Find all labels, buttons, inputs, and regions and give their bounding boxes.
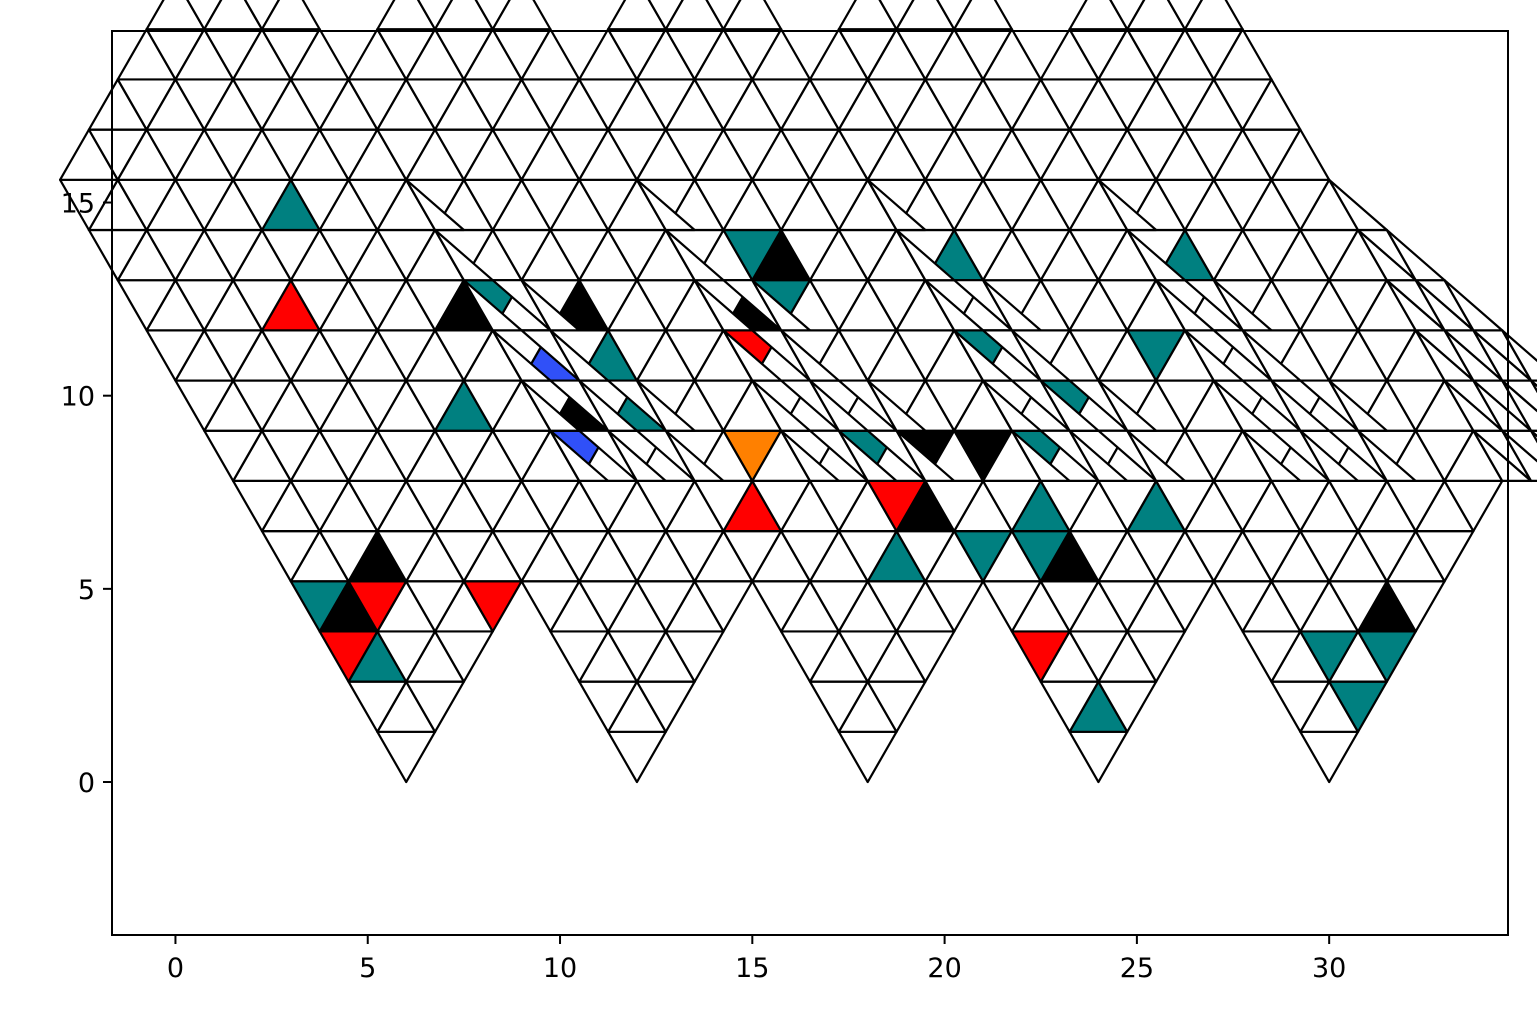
lattice-cell-up [1270, 379, 1331, 432]
lattice-cell-up [1183, 0, 1244, 31]
lattice-cell-up [751, 279, 812, 332]
lattice-cell-up [722, 329, 783, 382]
lattice-cell-up [1443, 279, 1504, 332]
y-axis-ticks: 0 5 10 15 [61, 189, 112, 799]
lattice-cell-up [405, 178, 465, 232]
lattice-cell-up [462, 279, 523, 332]
x-axis-ticks: 0 5 10 15 20 25 30 [167, 935, 1346, 984]
lattice-cell-up [1155, 279, 1215, 332]
lattice-cell-down [1529, 379, 1537, 388]
lattice-cell-up [260, 0, 321, 31]
lattice-cell-up [1097, 178, 1158, 232]
lattice-cell-up [1328, 379, 1388, 432]
lattice-cell-up [1385, 228, 1446, 282]
lattice-cell-up [1241, 429, 1302, 483]
lattice-cell-up [520, 279, 581, 332]
x-tick-label: 20 [927, 953, 961, 984]
lattice-cell-up [1010, 429, 1071, 483]
y-tick-label: 0 [78, 768, 95, 799]
lattice-cell-up [520, 28, 581, 81]
lattice-cell-up [895, 228, 956, 282]
lattice-cell-up [1068, 429, 1129, 483]
lattice-cell-up [751, 379, 812, 432]
lattice-cell-up [664, 429, 725, 483]
lattice-cell-up [953, 0, 1014, 31]
lattice-cell-up [1212, 379, 1273, 432]
lattice-cell-up [693, 279, 754, 332]
lattice-cell-up [578, 379, 639, 432]
lattice-cell-up [981, 279, 1042, 332]
lattice-cell-up [433, 228, 494, 282]
lattice-cell-up [808, 379, 869, 432]
lattice-cell-up [1010, 329, 1071, 382]
lattice-cell-up [289, 28, 350, 81]
lattice-cell-up [1126, 429, 1187, 483]
y-tick-label: 10 [61, 382, 95, 413]
lattice-cell-up [981, 379, 1042, 432]
lattice-cell-up [1126, 228, 1187, 282]
lattice-cells [58, 0, 1537, 784]
lattice-cell-up [981, 28, 1042, 81]
axes: 0 5 10 15 20 25 30 0 5 10 15 [61, 30, 1509, 984]
lattice-cell-up [780, 429, 840, 483]
lattice-cell-up [1241, 78, 1302, 131]
lattice-cell-up [606, 429, 667, 483]
y-tick-label: 15 [61, 189, 95, 220]
plot-frame [111, 30, 1509, 936]
x-tick-label: 15 [735, 953, 769, 984]
lattice-cell-up [751, 28, 812, 81]
lattice-cell-up [549, 329, 610, 382]
lattice-cell-up [866, 178, 927, 232]
lattice-cell-up [1183, 329, 1244, 382]
lattice-cell-down [1529, 429, 1537, 438]
x-tick-label: 5 [359, 953, 376, 984]
lattice-cell-up [635, 379, 696, 432]
lattice-cell-up [953, 329, 1014, 382]
lattice-cell-up [1039, 379, 1100, 432]
lattice-cell-up [1097, 379, 1158, 432]
lattice-cell-up [895, 429, 956, 483]
lattice-cell-up [780, 329, 840, 382]
lattice-cell-up [722, 0, 783, 31]
lattice-cell-up [866, 379, 927, 432]
y-tick-label: 5 [78, 575, 95, 606]
lattice-cell-up [1241, 329, 1302, 382]
lattice-cell-up [1356, 429, 1417, 483]
lattice-cell-up [1212, 279, 1273, 332]
x-tick-label: 30 [1312, 953, 1346, 984]
lattice-cell-up [491, 0, 552, 31]
lattice-cell-up [549, 429, 610, 483]
lattice-cell-up [1212, 28, 1273, 81]
lattice-cell-up [1501, 329, 1537, 382]
lattice-cell-up [1328, 178, 1388, 232]
lattice-cell-up [837, 429, 898, 483]
x-tick-label: 25 [1120, 953, 1154, 984]
lattice-cell-up [520, 379, 581, 432]
lattice-cell-up [635, 178, 696, 232]
lattice-cell-up [924, 279, 985, 332]
x-tick-label: 10 [543, 953, 577, 984]
lattice-cell-up [491, 329, 552, 382]
lattice-cell-up [1270, 128, 1331, 181]
lattice-cell-up [1299, 429, 1360, 483]
lattice-cell-up [664, 228, 725, 282]
x-tick-label: 0 [167, 953, 184, 984]
